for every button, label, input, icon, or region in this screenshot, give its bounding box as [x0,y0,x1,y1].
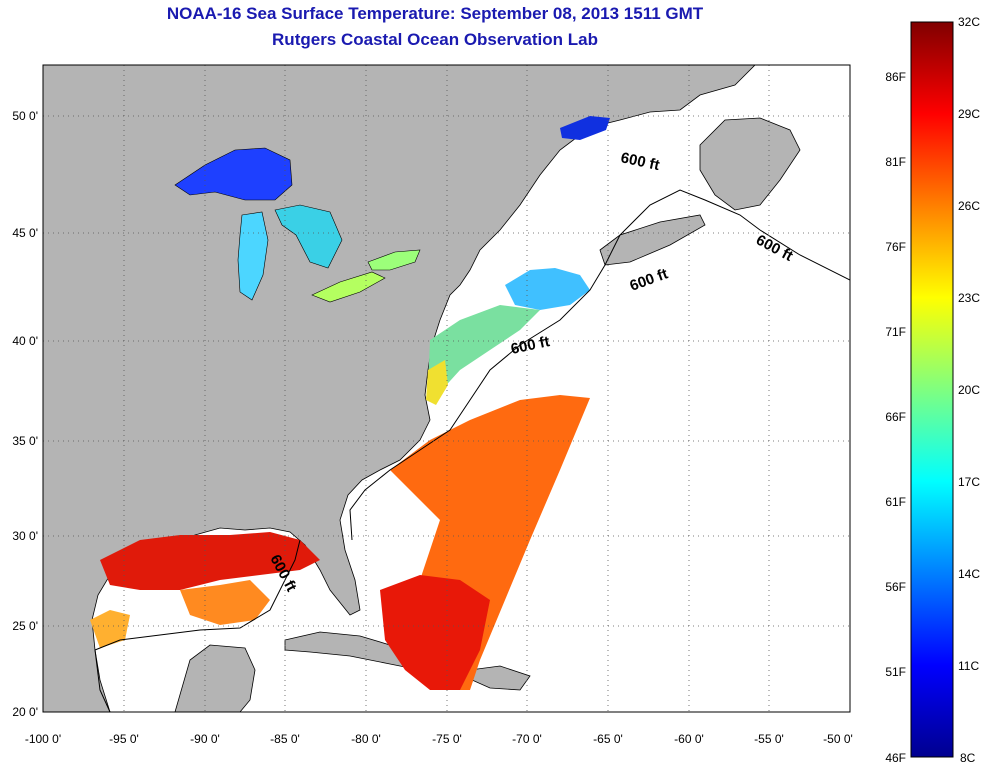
sst-bahamas-red [380,575,490,690]
lake-michigan [237,211,269,301]
sst-gulf-central-orange [180,580,270,625]
lon-tick: -75 0' [432,732,462,746]
sst-gulf-st-lawrence [560,116,610,140]
colorbar-f-label: 86F [885,70,906,84]
colorbar-f-label: 71F [885,325,906,339]
lat-tick: 45 0' [12,226,38,240]
colorbar-f-label: 56F [885,580,906,594]
lat-tick: 30 0' [12,529,38,543]
colorbar-f-label: 76F [885,240,906,254]
map-subtitle: Rutgers Coastal Ocean Observation Lab [272,30,598,49]
land-yucatan [174,644,256,712]
colorbar-c-label: 14C [958,567,980,581]
colorbar-f-label: 46F [885,751,906,765]
lat-tick-labels: 50 0' 45 0' 40 0' 35 0' 30 0' 25 0' 20 0… [12,109,38,719]
lon-tick: -65 0' [593,732,623,746]
colorbar-c-label: 29C [958,107,980,121]
lake-ontario [367,249,421,271]
sst-mid-atlantic-shelf [428,305,540,392]
lake-erie [311,271,386,303]
colorbar-fahrenheit-labels: 86F 81F 76F 71F 66F 61F 56F 51F 46F [885,70,906,765]
lat-tick: 40 0' [12,334,38,348]
colorbar-f-label: 66F [885,410,906,424]
isobath-600ft [94,189,850,712]
lat-tick: 25 0' [12,619,38,633]
lon-tick: -85 0' [270,732,300,746]
lon-tick: -100 0' [25,732,61,746]
lat-tick: 50 0' [12,109,38,123]
lon-tick: -55 0' [754,732,784,746]
map-frame [42,64,851,713]
sst-chesapeake [426,360,448,405]
lon-tick: -50 0' [823,732,853,746]
colorbar-c-label: 17C [958,475,980,489]
colorbar [910,21,954,758]
lon-tick: -80 0' [351,732,381,746]
sst-gulf-west-orange [90,610,130,648]
lat-tick: 35 0' [12,434,38,448]
lon-tick: -90 0' [190,732,220,746]
colorbar-c-label: 23C [958,291,980,305]
lon-tick-labels: -100 0' -95 0' -90 0' -85 0' -80 0' -75 … [25,732,853,746]
colorbar-c-label: 8C [960,751,976,765]
colorbar-c-label: 11C [958,659,979,673]
lon-tick: -95 0' [109,732,139,746]
lat-tick: 20 0' [12,705,38,719]
lake-superior [174,147,293,201]
colorbar-c-label: 32C [958,15,980,29]
lake-huron [274,204,343,269]
colorbar-celsius-labels: 32C 29C 26C 23C 20C 17C 14C 11C 8C [958,15,980,765]
colorbar-f-label: 51F [885,665,906,679]
lon-tick: -60 0' [674,732,704,746]
colorbar-c-label: 20C [958,383,980,397]
colorbar-f-label: 81F [885,155,906,169]
land-nova-scotia [599,214,706,266]
colorbar-c-label: 26C [958,199,980,213]
colorbar-f-label: 61F [885,495,906,509]
land-newfoundland [699,117,801,211]
map-title: NOAA-16 Sea Surface Temperature: Septemb… [166,4,704,23]
sst-gulf-north-red [100,532,320,590]
lon-tick: -70 0' [512,732,542,746]
sst-gulf-of-maine [505,268,590,310]
